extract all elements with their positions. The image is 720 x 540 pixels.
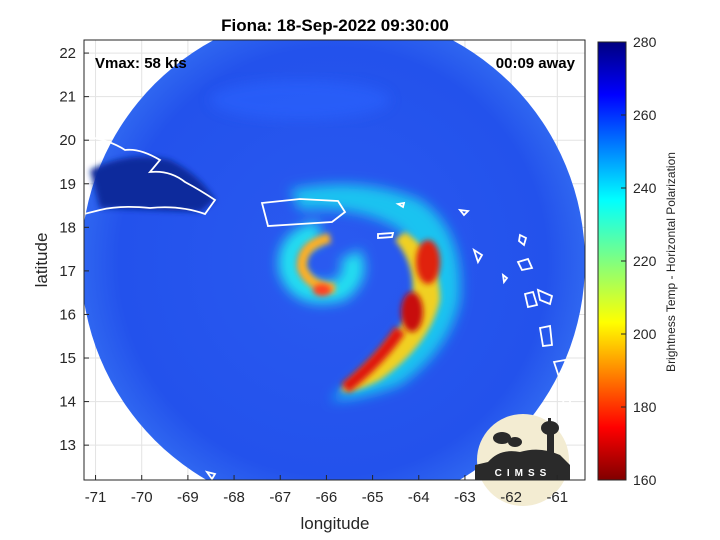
swath-disk — [84, 40, 585, 480]
plot-area: CIMSS -71 -70 -69 -68 -67 -66 -65 -64 -63 -62 -61 … — [59, 39, 586, 506]
x-axis-ticks: -71 -70 -69 -68 -67 -66 -65 -64 -63 -62 -61 — [85, 475, 568, 506]
colorbar-tick-label: 280 — [633, 34, 657, 50]
logo-text: CIMSS — [495, 468, 552, 479]
y-tick-label: 22 — [59, 45, 76, 62]
cimss-logo: CIMSS — [475, 414, 570, 506]
colorbar-tick-label: 220 — [633, 253, 657, 269]
y-tick-label: 20 — [59, 132, 76, 149]
puerto-rico-coast — [260, 198, 347, 227]
microwave-swath — [84, 40, 585, 480]
y-tick-label: 21 — [59, 89, 76, 106]
x-tick-label: -67 — [269, 489, 291, 506]
y-tick-label: 14 — [59, 394, 76, 411]
logo-silhouette — [475, 418, 570, 480]
x-tick-label: -69 — [177, 489, 199, 506]
x-tick-label: -66 — [316, 489, 338, 506]
y-tick-label: 17 — [59, 263, 76, 280]
guadeloupe-coast — [523, 290, 539, 309]
y-tick-label: 16 — [59, 306, 76, 323]
colorbar-ticks: 280 260 240 220 200 180 160 — [621, 34, 657, 488]
y-axis-label: latitude — [32, 233, 51, 288]
chart-title: Fiona: 18-Sep-2022 09:30:00 — [221, 16, 449, 35]
virgin-islands-coast — [377, 232, 395, 239]
vmax-label: Vmax: 58 kts — [95, 55, 187, 72]
northern-band — [210, 80, 390, 120]
plot-frame — [83, 39, 586, 481]
y-tick-label: 19 — [59, 176, 76, 193]
x-tick-label: -68 — [223, 489, 245, 506]
hispaniola-coast — [84, 135, 217, 216]
colorbar-tick-label: 200 — [633, 326, 657, 342]
colorbar-tick-label: 260 — [633, 107, 657, 123]
x-tick-label: -61 — [546, 489, 568, 506]
y-tick-label: 13 — [59, 437, 76, 454]
x-tick-label: -64 — [408, 489, 430, 506]
colorbar-label: Brightness Temp - Horizontal Polarizatio… — [664, 152, 678, 372]
y-tick-label: 15 — [59, 350, 76, 367]
colorbar-tick-label: 180 — [633, 399, 657, 415]
x-tick-label: -63 — [454, 489, 476, 506]
x-tick-label: -70 — [131, 489, 153, 506]
cold-cores — [313, 240, 440, 393]
y-tick-label: 18 — [59, 219, 76, 236]
y-axis-ticks: 22 21 20 19 18 17 16 15 14 13 — [59, 45, 89, 454]
martinique-coast — [552, 358, 572, 382]
colorbar-tick-label: 160 — [633, 472, 657, 488]
dominica-coast — [538, 324, 553, 347]
colorbar: 280 260 240 220 200 180 160 Brightness Temp - … — [597, 34, 678, 488]
x-tick-label: -65 — [362, 489, 384, 506]
coastlines — [84, 135, 572, 480]
colorbar-tick-label: 240 — [633, 180, 657, 196]
rain-band-halo — [278, 184, 461, 400]
x-tick-label: -71 — [85, 489, 107, 506]
x-tick-label: -62 — [500, 489, 522, 506]
x-axis-label: longitude — [300, 514, 369, 533]
hispaniola-cold-land — [90, 156, 215, 212]
time-away-label: 00:09 away — [496, 55, 576, 72]
